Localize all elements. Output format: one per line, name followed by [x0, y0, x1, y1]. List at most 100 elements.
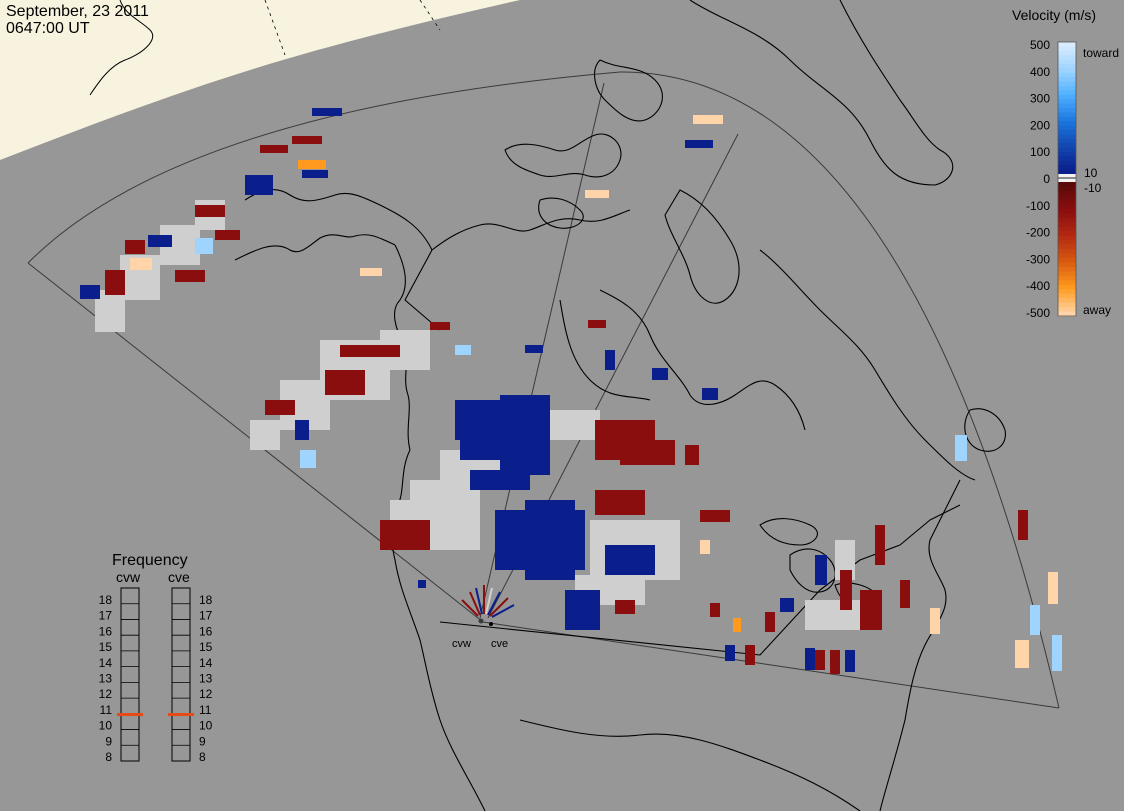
colorbar-segment	[1058, 42, 1076, 47]
away-high-cell	[693, 115, 723, 124]
coast-archipelago	[595, 60, 663, 121]
toward-cell	[460, 440, 510, 460]
toward-high-cell	[1030, 605, 1040, 635]
toward-cell	[500, 395, 550, 475]
away-cell	[430, 322, 450, 330]
velocity-tick-labels: 5004003002001000-100-200-300-400-500	[1026, 38, 1050, 320]
toward-cell	[685, 140, 713, 148]
toward-high-cell	[1052, 635, 1062, 671]
field-of-view	[28, 72, 1059, 708]
away-high-cell	[130, 258, 152, 270]
border-canada-usa	[405, 250, 440, 330]
colorbar-segment	[1058, 294, 1076, 299]
away-cell	[265, 400, 295, 415]
colorbar-segment	[1058, 46, 1076, 51]
away-cell	[685, 445, 699, 465]
velocity-tick-label: -500	[1026, 306, 1050, 320]
away-cell	[620, 440, 675, 465]
frequency-column-label-cve: cve	[168, 569, 190, 585]
colorbar-segment	[1058, 152, 1076, 157]
away-cell	[588, 320, 606, 328]
frequency-bar-cvw	[121, 588, 139, 761]
away-cell	[325, 370, 365, 395]
away-cell	[195, 205, 225, 217]
frequency-marker-cvw	[117, 713, 143, 716]
legend-title: Velocity (m/s)	[1012, 7, 1096, 23]
away-cell	[615, 600, 635, 614]
toward-cell	[805, 648, 815, 670]
velocity-legend: Velocity (m/s) 5004003002001000-100-200-…	[1012, 7, 1119, 320]
away-high-cell	[360, 268, 382, 276]
coast-greenland	[690, 0, 953, 185]
frequency-tick-label-left: 9	[105, 734, 112, 748]
colorbar-segment	[1058, 139, 1076, 144]
coast-baffin	[665, 190, 739, 303]
site-label-cvw: cvw	[452, 638, 471, 650]
away-cell	[900, 580, 910, 608]
legend-minus10-label: -10	[1084, 181, 1102, 195]
colorbar-segment	[1058, 200, 1076, 205]
colorbar-segment	[1058, 298, 1076, 303]
frequency-title: Frequency	[112, 552, 188, 569]
colorbar-segment	[1058, 209, 1076, 214]
away-cell	[765, 612, 775, 632]
frequency-tick-label-left: 13	[99, 672, 113, 686]
colorbar-segment	[1058, 227, 1076, 232]
colorbar-segment	[1058, 64, 1076, 69]
coast-eastcoast	[880, 480, 960, 811]
colorbar-segment	[1058, 236, 1076, 241]
toward-cell	[605, 350, 615, 370]
toward-high-cell	[455, 345, 471, 355]
away-high-cell	[700, 540, 710, 554]
toward-cell	[605, 545, 655, 575]
site-label-cve: cve	[491, 638, 508, 650]
coast-alaska	[235, 235, 395, 260]
toward-high-cell	[300, 450, 316, 468]
toward-cell	[525, 345, 543, 353]
toward-cell	[780, 598, 794, 612]
velocity-tick-label: -100	[1026, 199, 1050, 213]
colorbar-segment	[1058, 51, 1076, 56]
frequency-marker-cve	[168, 713, 194, 716]
frequency-tick-label-left: 17	[99, 609, 113, 623]
frequency-tick-label-left: 15	[99, 640, 113, 654]
colorbar-segment	[1058, 77, 1076, 82]
coast-archipelago	[505, 134, 621, 177]
colorbar-segment	[1058, 170, 1076, 175]
frequency-tick-label-left: 18	[99, 593, 113, 607]
colorbar-segment	[1058, 204, 1076, 209]
toward-high-cell	[195, 238, 213, 254]
coast-gulf	[520, 720, 860, 811]
frequency-panel: Frequency cvw cve 18 1817 1716 1615 1514 1413…	[99, 552, 213, 764]
colorbar-segment	[1058, 60, 1076, 65]
away-cell	[815, 650, 825, 670]
frequency-tick-label-left: 16	[99, 624, 113, 638]
colorbar-segment	[1058, 280, 1076, 285]
away-cell	[840, 570, 852, 610]
colorbar-segment	[1058, 195, 1076, 200]
away-cell	[1018, 510, 1028, 540]
colorbar-segment	[1058, 249, 1076, 254]
time-title: 0647:00 UT	[6, 20, 90, 37]
colorbar-segment	[1058, 99, 1076, 104]
frequency-tick-labels: 18 1817 1716 1615 1514 1413 1312 1211 1110 109 98 8	[99, 593, 213, 764]
coast-alaska-north	[245, 190, 432, 250]
frequency-tick-label-right: 10	[199, 719, 213, 733]
velocity-colorbar	[1058, 42, 1076, 317]
away-cell	[175, 270, 205, 282]
ground-scatter-cell	[410, 480, 480, 510]
colorbar-segment	[1058, 90, 1076, 95]
colorbar-segment	[1058, 218, 1076, 223]
toward-cell	[295, 420, 309, 440]
colorbar-segment	[1058, 112, 1076, 117]
radar-site-cvw	[479, 619, 484, 624]
colorbar-segment	[1058, 73, 1076, 78]
colorbar-segment	[1058, 307, 1076, 312]
colorbar-segment	[1058, 267, 1076, 272]
frequency-tick-label-right: 8	[199, 750, 206, 764]
velocity-tick-label: 300	[1030, 92, 1050, 106]
frequency-tick-label-right: 9	[199, 734, 206, 748]
velocity-tick-label: -300	[1026, 252, 1050, 266]
frequency-tick-label-left: 12	[99, 687, 113, 701]
